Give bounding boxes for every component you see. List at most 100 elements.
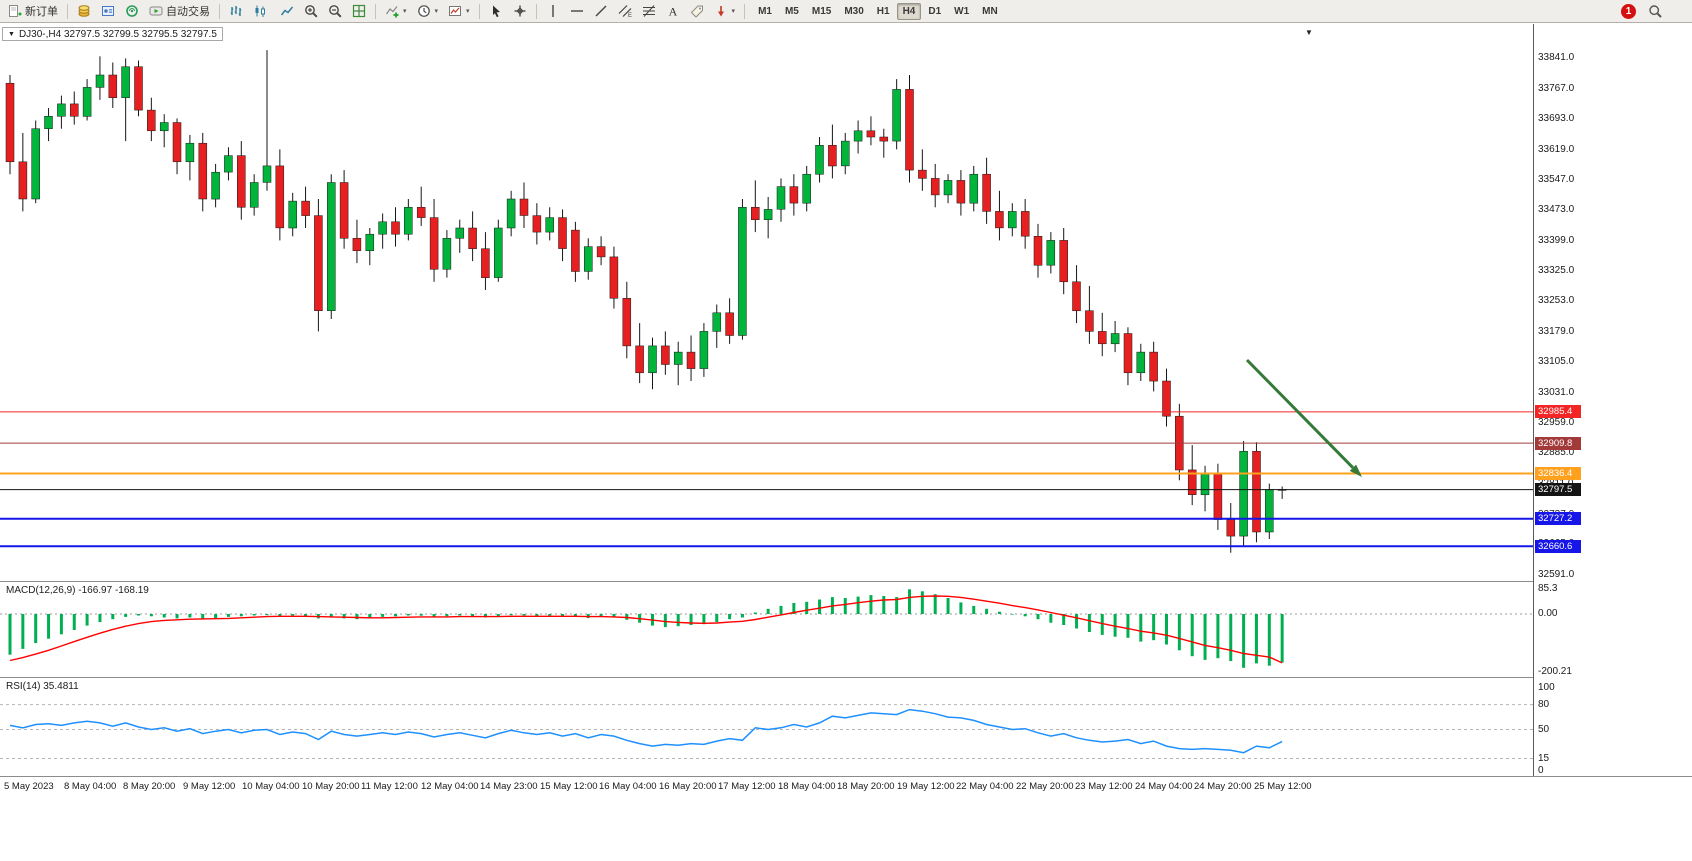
main-toolbar: 新订单 自动交易 (0, 0, 1692, 23)
axis-label: 33619.0 (1538, 144, 1575, 155)
cursor-icon (492, 5, 500, 18)
axis-label: 100 (1538, 682, 1555, 693)
panel-separator[interactable] (0, 677, 1692, 678)
axis-label: 33399.0 (1538, 235, 1575, 246)
axis-label: 33179.0 (1538, 326, 1575, 337)
time-label: 22 May 04:00 (956, 781, 1014, 792)
market-watch-icon (78, 5, 90, 17)
timeframe-m1-button[interactable]: M1 (758, 5, 772, 17)
time-label: 15 May 12:00 (540, 781, 598, 792)
auto-trading-button[interactable]: 自动交易 (145, 2, 214, 21)
price-line-badge: 32909.8 (1535, 437, 1581, 450)
axis-label: 33841.0 (1538, 52, 1575, 63)
fibonacci-icon (642, 5, 655, 17)
axis-label: 32885.0 (1538, 447, 1575, 458)
horizontal-line-button[interactable] (566, 2, 588, 21)
chevron-down-icon: ▾ (466, 8, 470, 15)
terminal-icon (126, 5, 138, 17)
axis-label: -200.21 (1538, 666, 1572, 677)
search-button[interactable] (1644, 2, 1666, 21)
trendline-button[interactable] (590, 2, 612, 21)
axis-label: 32959.0 (1538, 417, 1575, 428)
time-axis[interactable]: 5 May 2023 8 May 04:00 8 May 20:00 9 May 12… (0, 777, 1692, 797)
trend-arrow-annotation (1245, 358, 1362, 477)
search-icon (1649, 5, 1662, 18)
timeframe-m5-button[interactable]: M5 (784, 5, 799, 17)
new-order-label: 新订单 (25, 6, 58, 18)
templates-button[interactable]: ▾ (444, 2, 474, 21)
zoom-out-button[interactable] (324, 2, 346, 21)
tile-windows-button[interactable] (348, 2, 370, 21)
price-line-badge: 32985.4 (1535, 405, 1581, 418)
notification-count: 1 (1625, 5, 1632, 17)
axis-label: 33693.0 (1538, 113, 1575, 124)
timeframe-m15-button[interactable]: M15 (811, 5, 832, 17)
candlestick-chart-button[interactable] (249, 2, 271, 21)
panel-separator[interactable] (0, 581, 1692, 582)
toolbar-separator (744, 3, 746, 19)
time-label: 18 May 20:00 (837, 781, 895, 792)
rsi-panel[interactable] (0, 678, 1533, 776)
axis-label: 33325.0 (1538, 265, 1575, 276)
macd-panel[interactable] (0, 582, 1533, 677)
templates-icon (449, 6, 462, 16)
indicators-button[interactable]: ▾ (381, 2, 411, 21)
price-line-badge: 32727.2 (1535, 512, 1581, 525)
timeframe-h1-button[interactable]: H1 (876, 5, 890, 17)
time-label: 14 May 23:00 (480, 781, 538, 792)
timeframe-w1-button[interactable]: W1 (954, 5, 970, 17)
price-chart[interactable] (0, 24, 1533, 581)
text-icon: A (668, 5, 677, 19)
time-label: 25 May 12:00 (1254, 781, 1312, 792)
text-label-button[interactable] (686, 2, 708, 21)
crosshair-button[interactable] (509, 2, 531, 21)
navigator-icon (102, 6, 114, 16)
time-label: 24 May 20:00 (1194, 781, 1252, 792)
time-label: 16 May 20:00 (659, 781, 717, 792)
axis-label: 33473.0 (1538, 204, 1575, 215)
toolbar-separator (219, 3, 220, 19)
line-chart-icon (280, 6, 294, 16)
terminal-button[interactable] (121, 2, 143, 21)
equidistant-channel-button[interactable]: E (614, 2, 636, 21)
timeframe-d1-button[interactable]: D1 (928, 5, 942, 17)
macd-histogram (8, 589, 1284, 668)
arrows-button[interactable]: ▾ (710, 2, 740, 21)
time-label: 12 May 04:00 (421, 781, 479, 792)
time-label: 16 May 04:00 (599, 781, 657, 792)
time-label: 10 May 20:00 (302, 781, 360, 792)
new-order-button[interactable]: 新订单 (4, 2, 62, 21)
label-icon (690, 5, 703, 18)
rsi-label: RSI(14) 35.4811 (6, 681, 79, 692)
svg-text:E: E (628, 13, 632, 18)
navigator-button[interactable] (97, 2, 119, 21)
price-axis[interactable]: 33841.0 33767.0 33693.0 33619.0 33547.0 33473… (1533, 24, 1692, 776)
axis-label: 80 (1538, 699, 1550, 710)
price-line-badge: 32660.6 (1535, 540, 1581, 553)
chevron-down-icon: ▾ (403, 8, 407, 15)
symbol-info-box[interactable]: ▼ DJ30-,H4 32797.5 32799.5 32795.5 32797… (2, 27, 223, 41)
timeframe-m30-button[interactable]: M30 (844, 5, 864, 17)
notification-badge[interactable]: 1 (1621, 3, 1636, 19)
chart-window[interactable]: ▼ DJ30-,H4 32797.5 32799.5 32795.5 32797… (0, 24, 1692, 797)
fibonacci-button[interactable] (638, 2, 660, 21)
axis-label: 50 (1538, 724, 1550, 735)
timeframe-h4-button[interactable]: H4 (896, 2, 922, 20)
time-label: 24 May 04:00 (1135, 781, 1193, 792)
text-button[interactable]: A (662, 2, 684, 21)
zoom-in-icon (305, 5, 318, 18)
axis-label: 15 (1538, 753, 1550, 764)
zoom-in-button[interactable] (300, 2, 322, 21)
vertical-line-button[interactable] (542, 2, 564, 21)
tile-windows-icon (352, 4, 366, 18)
market-watch-button[interactable] (73, 2, 95, 21)
cursor-button[interactable] (485, 2, 507, 21)
chart-dropdown-arrow-icon[interactable]: ▼ (1305, 28, 1313, 37)
periods-button[interactable]: ▾ (413, 2, 443, 21)
equidistant-channel-icon: E (618, 5, 632, 18)
time-label: 10 May 04:00 (242, 781, 300, 792)
line-chart-button[interactable] (273, 2, 298, 21)
time-label: 23 May 12:00 (1075, 781, 1133, 792)
bar-chart-button[interactable] (225, 2, 247, 21)
timeframe-mn-button[interactable]: MN (982, 5, 998, 17)
